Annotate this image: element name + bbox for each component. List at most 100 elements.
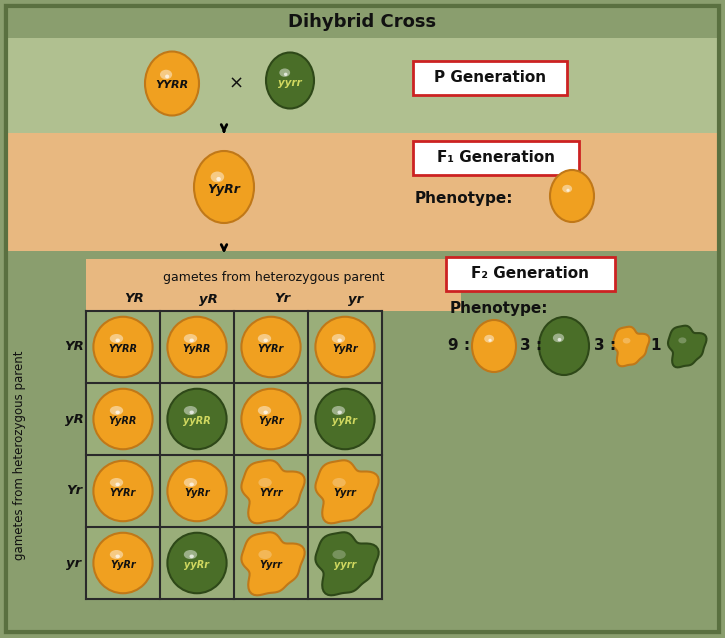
Ellipse shape (160, 70, 172, 79)
Ellipse shape (115, 482, 120, 486)
Text: 9 :: 9 : (448, 339, 470, 353)
Ellipse shape (550, 170, 594, 222)
Ellipse shape (115, 339, 120, 342)
Text: YyRr: YyRr (258, 416, 283, 426)
Ellipse shape (109, 334, 123, 343)
Text: YyRR: YyRR (109, 416, 137, 426)
Text: Yyrr: Yyrr (260, 560, 283, 570)
Ellipse shape (165, 75, 169, 78)
FancyBboxPatch shape (446, 257, 615, 291)
Ellipse shape (541, 329, 587, 372)
Ellipse shape (184, 406, 197, 415)
Ellipse shape (94, 461, 152, 521)
Ellipse shape (332, 406, 345, 415)
Text: P Generation: P Generation (434, 71, 546, 85)
Text: yR: yR (199, 292, 217, 306)
FancyBboxPatch shape (6, 6, 719, 38)
Ellipse shape (170, 401, 224, 446)
Ellipse shape (189, 410, 194, 414)
Ellipse shape (484, 335, 494, 343)
Text: yyRR: yyRR (183, 416, 211, 426)
Ellipse shape (167, 316, 227, 377)
Text: gametes from heterozygous parent: gametes from heterozygous parent (162, 271, 384, 283)
Text: Dihybrid Cross: Dihybrid Cross (289, 13, 436, 31)
Text: YR: YR (124, 292, 144, 306)
Text: ×: × (228, 75, 244, 93)
Ellipse shape (333, 478, 346, 487)
Text: YYRR: YYRR (155, 80, 188, 91)
Ellipse shape (332, 334, 345, 343)
Ellipse shape (184, 550, 197, 559)
FancyBboxPatch shape (86, 311, 382, 599)
Text: Phenotype:: Phenotype: (450, 302, 549, 316)
Ellipse shape (94, 316, 152, 377)
Ellipse shape (216, 177, 221, 181)
Text: 3 :: 3 : (520, 339, 542, 353)
Ellipse shape (552, 181, 592, 219)
Ellipse shape (489, 339, 492, 342)
Ellipse shape (566, 189, 570, 192)
Ellipse shape (94, 389, 152, 449)
Ellipse shape (115, 410, 120, 414)
Text: yR: yR (65, 413, 83, 426)
FancyBboxPatch shape (413, 141, 579, 175)
Ellipse shape (96, 401, 150, 446)
Text: YyRr: YyRr (110, 560, 136, 570)
Ellipse shape (333, 550, 346, 559)
Ellipse shape (184, 334, 197, 343)
Ellipse shape (553, 334, 564, 342)
Text: F₁ Generation: F₁ Generation (437, 151, 555, 165)
Text: YYRr: YYRr (110, 488, 136, 498)
Text: gametes from heterozygous parent: gametes from heterozygous parent (14, 350, 27, 560)
Ellipse shape (473, 330, 514, 369)
Ellipse shape (94, 533, 152, 593)
FancyBboxPatch shape (6, 38, 719, 133)
Text: YYrr: YYrr (260, 488, 283, 498)
Ellipse shape (258, 478, 272, 487)
Ellipse shape (623, 338, 631, 343)
Ellipse shape (315, 316, 375, 377)
Ellipse shape (268, 64, 312, 106)
Text: Yr: Yr (274, 292, 290, 306)
Ellipse shape (96, 545, 150, 590)
Text: 1: 1 (650, 339, 660, 353)
Ellipse shape (315, 389, 375, 449)
Ellipse shape (147, 64, 197, 112)
Text: Yr: Yr (66, 484, 82, 498)
Ellipse shape (263, 410, 268, 414)
Ellipse shape (96, 473, 150, 518)
FancyBboxPatch shape (6, 133, 719, 251)
Text: Phenotype:: Phenotype: (415, 191, 513, 205)
Ellipse shape (196, 165, 252, 219)
Ellipse shape (258, 550, 272, 559)
Polygon shape (241, 532, 304, 595)
Text: YR: YR (64, 341, 84, 353)
Text: YYRR: YYRR (109, 344, 138, 354)
Text: yyRr: yyRr (184, 560, 210, 570)
Text: yr: yr (349, 292, 363, 306)
Text: Yyrr: Yyrr (334, 488, 357, 498)
Text: yyrr: yyrr (278, 77, 302, 87)
Ellipse shape (96, 329, 150, 375)
Polygon shape (241, 460, 304, 523)
Ellipse shape (318, 329, 372, 375)
FancyBboxPatch shape (86, 259, 461, 311)
Ellipse shape (679, 338, 687, 343)
Text: YyRr: YyRr (207, 182, 241, 195)
Ellipse shape (318, 401, 372, 446)
Ellipse shape (258, 334, 271, 343)
Text: F₂ Generation: F₂ Generation (471, 267, 589, 281)
Ellipse shape (189, 554, 194, 558)
Ellipse shape (241, 389, 301, 449)
Polygon shape (613, 327, 650, 366)
Ellipse shape (279, 68, 290, 77)
Text: YYRr: YYRr (258, 344, 284, 354)
FancyBboxPatch shape (6, 251, 719, 632)
Text: YyRR: YyRR (183, 344, 211, 354)
Polygon shape (315, 532, 378, 595)
Text: yr: yr (67, 556, 81, 570)
Ellipse shape (189, 339, 194, 342)
Ellipse shape (539, 317, 589, 375)
Ellipse shape (241, 316, 301, 377)
Ellipse shape (284, 73, 288, 76)
